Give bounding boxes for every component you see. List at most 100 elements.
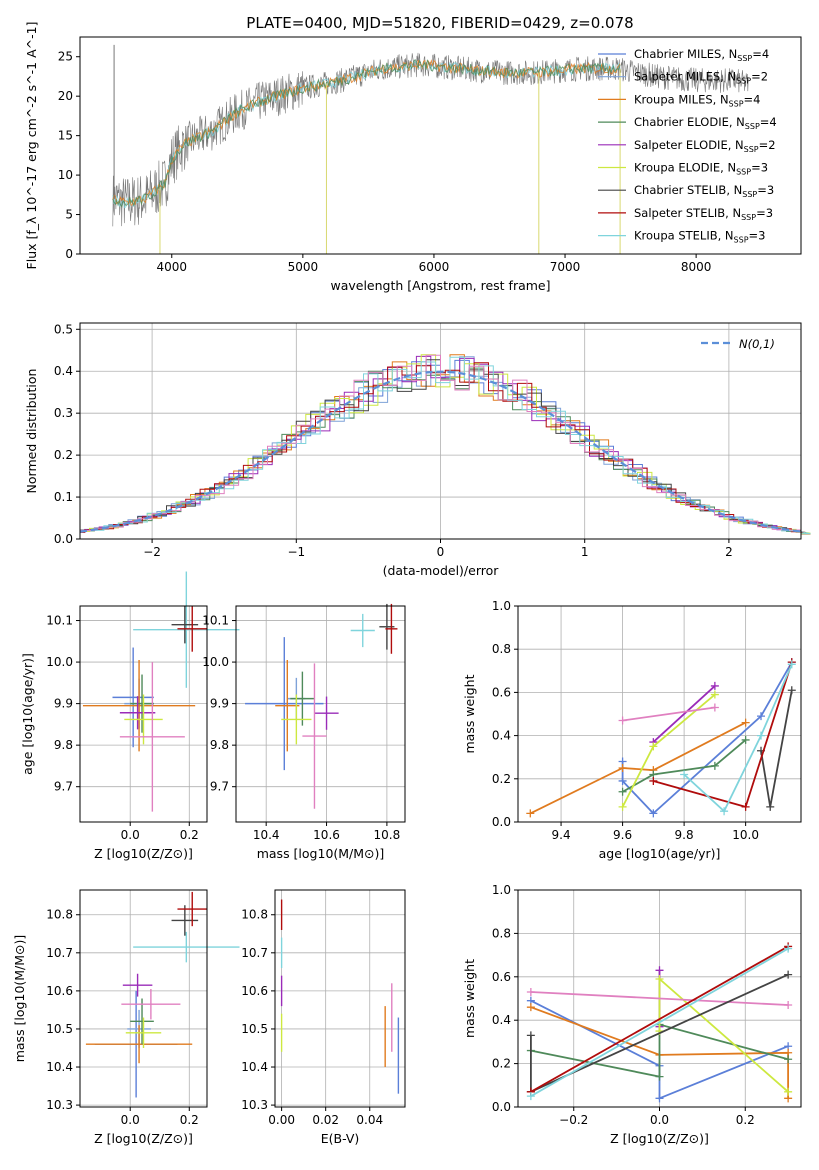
x-tick-label: 4000 [156,260,187,274]
weight-marker [784,970,793,979]
plot-area-spectrum [112,44,749,254]
y-tick-label: 9.9 [210,697,229,711]
x-axis-label: E(B-V) [321,1131,360,1146]
y-tick-label: 0.5 [54,322,73,336]
y-tick-label: 10.3 [241,1098,268,1112]
legend-label: Chabrier MILES, NSSP=4 [634,47,769,63]
y-tick-label: 9.9 [54,697,73,711]
x-axis-label: mass [log10(M/M⊙)] [257,846,385,861]
plot-area-mass_vs_Z [85,891,240,1098]
axes-frame [235,605,406,823]
spectrum-model-line [112,59,621,207]
weight-line [530,1023,789,1078]
axes-mass_vs_ebv: 0.00 0.02 0.04 10.3 10.4 10.5 10.6 10.7 10.8 E(B-… [241,889,406,1146]
y-tick-label: 10.7 [46,946,73,960]
weight-marker [766,802,775,811]
plot-area-weight_vs_age [526,658,796,818]
y-tick-label: 15 [58,129,73,143]
y-tick-label: 10.0 [202,655,229,669]
figure-title: PLATE=0400, MJD=51820, FIBERID=0429, z=0… [246,14,633,32]
weight-marker [655,974,664,983]
y-tick-label: 1.0 [492,883,511,897]
y-tick-label: 10.1 [202,614,229,628]
x-tick-label: 0.2 [180,828,199,842]
x-tick-label: 10.0 [732,828,759,842]
weight-marker [710,703,719,712]
weight-marker [526,1003,535,1012]
weight-marker [710,761,719,770]
x-tick-label: −2 [143,545,161,559]
axes-frame [79,36,802,255]
legend-label: Chabrier STELIB, NSSP=3 [634,183,774,199]
y-tick-label: 0.8 [492,642,511,656]
x-tick-label: 5000 [288,260,319,274]
weight-marker [618,787,627,796]
y-tick-label: 5 [65,208,73,222]
weight-marker [787,686,796,695]
axes-frame [274,889,406,1108]
y-tick-label: 10.5 [46,1022,73,1036]
x-axis-label: (data-model)/error [383,563,500,578]
weight-marker [757,731,766,740]
x-axis-label: wavelength [Angstrom, rest frame] [330,278,550,293]
weight-marker [710,681,719,690]
y-tick-label: 0.4 [54,364,73,378]
weight-marker [655,966,664,975]
x-tick-label: 9.8 [675,828,694,842]
y-tick-label: 10 [58,168,73,182]
y-tick-label: 10.5 [241,1022,268,1036]
y-tick-label: 10.7 [241,946,268,960]
weight-marker [784,944,793,953]
spectrum-model-line [112,59,621,208]
axes-mass_vs_Z: 0.0 0.2 10.3 10.4 10.5 10.6 10.7 10.8 Z [log10(Z… [12,889,240,1146]
y-tick-label: 0 [65,247,73,261]
axes-frame [79,605,208,823]
y-tick-label: 0.2 [54,448,73,462]
y-tick-label: 9.8 [54,738,73,752]
y-tick-label: 9.7 [210,780,229,794]
y-tick-label: 10.6 [46,984,73,998]
weight-marker [720,807,729,816]
y-tick-label: 10.8 [241,908,268,922]
weight-marker [526,1031,535,1040]
y-tick-label: 0.2 [492,772,511,786]
weight-marker [757,712,766,721]
y-axis-label: mass weight [462,959,477,1038]
y-tick-label: 0.3 [54,406,73,420]
legend-label: N(0,1) [739,337,775,351]
axes-residuals: −2 −1 0 1 2 0.0 0.1 0.2 0.3 0.4 0.5 (data-model)/er… [24,322,811,578]
x-tick-label: 9.6 [613,828,632,842]
y-tick-label: 10.8 [46,908,73,922]
axes-frame [79,889,208,1108]
y-tick-label: 0.6 [492,685,511,699]
x-tick-label: −0.2 [559,1113,588,1127]
y-axis-label: mass weight [462,674,477,753]
weight-marker [526,1092,535,1101]
weight-marker [618,716,627,725]
x-tick-label: 8000 [681,260,712,274]
x-tick-label: 10.4 [253,828,280,842]
y-tick-label: 9.7 [54,780,73,794]
x-tick-label: 0.00 [268,1113,295,1127]
x-tick-label: 6000 [419,260,450,274]
weight-marker [680,770,689,779]
y-tick-label: 0.8 [492,926,511,940]
weight-line [683,663,793,813]
weight-marker [649,742,658,751]
plot-area-mass_vs_ebv [280,899,400,1094]
spectrum-model-line [112,59,621,209]
y-tick-label: 0.4 [492,729,511,743]
histogram-step [80,356,811,535]
weight-marker [787,660,796,669]
x-tick-label: 0.2 [736,1113,755,1127]
y-axis-label: Normed distribution [24,369,39,494]
y-tick-label: 10.4 [46,1060,73,1074]
y-tick-label: 0.1 [54,490,73,504]
x-tick-label: 0.04 [356,1113,383,1127]
axes-weight_vs_age: 9.4 9.6 9.8 10.0 0.0 0.2 0.4 0.6 0.8 1.0 age [log1… [462,599,802,861]
y-axis-label: Flux [f_λ 10^-17 erg cm^-2 s^-1 A^-1] [24,22,39,270]
x-tick-label: 0.02 [312,1113,339,1127]
x-tick-label: 9.4 [552,828,571,842]
weight-marker [710,690,719,699]
axes-spectrum: 4000 5000 6000 7000 8000 0 5 10 15 20 25 wavelength… [24,22,802,293]
